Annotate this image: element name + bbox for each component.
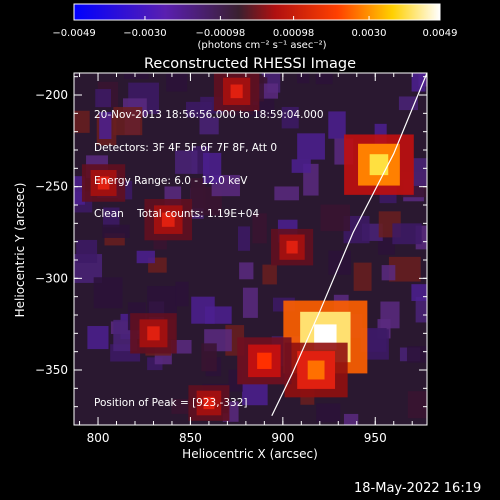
source-core bbox=[203, 396, 215, 410]
texture-block bbox=[242, 287, 258, 318]
texture-block bbox=[166, 73, 188, 92]
texture-block bbox=[242, 384, 268, 406]
x-tick-label: 950 bbox=[364, 431, 387, 445]
source-core bbox=[230, 84, 243, 99]
colorbar-tick-label: −0.00098 bbox=[196, 28, 246, 39]
texture-block bbox=[315, 73, 333, 85]
texture-block bbox=[328, 111, 346, 139]
source-core bbox=[307, 360, 325, 380]
texture-block bbox=[316, 403, 341, 423]
x-tick-label: 800 bbox=[87, 431, 110, 445]
texture-block bbox=[392, 223, 422, 245]
timestamp: 18-May-2022 16:19 bbox=[354, 481, 482, 496]
x-tick-label: 850 bbox=[179, 431, 202, 445]
texture-block bbox=[415, 296, 427, 323]
solar-limb-line bbox=[271, 73, 427, 417]
energy-range-text: Energy Range: 6.0 - 12.0 keV bbox=[94, 175, 248, 187]
x-tick-label: 900 bbox=[271, 431, 294, 445]
colorbar-tick-label: 0.0049 bbox=[423, 28, 458, 39]
chart-title: Reconstructed RHESSI Image bbox=[144, 56, 356, 72]
texture-block bbox=[239, 262, 254, 280]
x-axis-label: Heliocentric X (arcsec) bbox=[182, 447, 318, 461]
texture-block bbox=[99, 112, 112, 140]
y-tick-label: −200 bbox=[35, 88, 68, 102]
texture-block bbox=[203, 152, 222, 184]
texture-block bbox=[199, 117, 219, 135]
texture-block bbox=[381, 265, 396, 281]
y-tick-label: −300 bbox=[35, 271, 68, 285]
texture-block bbox=[95, 89, 111, 108]
texture-block bbox=[252, 213, 267, 244]
source-core bbox=[257, 352, 272, 369]
texture-block bbox=[74, 110, 90, 133]
peak-position-text: Position of Peak = [923,-332] bbox=[94, 397, 248, 409]
texture-block bbox=[406, 346, 427, 363]
texture-block bbox=[175, 150, 198, 174]
y-axis-label: Heliocentric Y (arcsec) bbox=[13, 183, 27, 318]
texture-block bbox=[343, 413, 359, 425]
colorbar-label: (photons cm⁻² s⁻¹ asec⁻²) bbox=[197, 40, 326, 51]
texture-block bbox=[413, 158, 427, 186]
colorbar-tick-label: 0.00098 bbox=[273, 28, 314, 39]
texture-block bbox=[201, 343, 217, 372]
texture-block bbox=[175, 281, 189, 307]
texture-block bbox=[411, 73, 426, 92]
texture-block bbox=[147, 286, 177, 318]
texture-block bbox=[411, 284, 427, 301]
texture-block bbox=[191, 296, 215, 324]
colorbar-tick-label: −0.0049 bbox=[52, 28, 95, 39]
texture-block bbox=[237, 226, 251, 251]
texture-block bbox=[262, 264, 277, 285]
colorbar bbox=[73, 3, 441, 21]
colorbar-ticks: −0.0049 −0.0030 −0.00098 0.00098 0.0030 0.004… bbox=[52, 16, 458, 39]
time-range-text: 20-Nov-2013 18:56:56.000 to 18:59:04.000 bbox=[94, 109, 324, 121]
texture-block bbox=[297, 73, 310, 84]
texture-block bbox=[353, 262, 372, 291]
texture-block bbox=[124, 73, 149, 80]
source-core bbox=[97, 176, 110, 190]
colorbar-tick-label: −0.0030 bbox=[123, 28, 166, 39]
texture-block bbox=[87, 326, 109, 350]
texture-block bbox=[291, 159, 311, 173]
texture-block bbox=[136, 250, 155, 264]
texture-block bbox=[328, 250, 351, 275]
texture-block bbox=[186, 101, 212, 118]
texture-block bbox=[297, 133, 325, 160]
texture-block bbox=[380, 301, 400, 329]
texture-block bbox=[93, 277, 123, 309]
source-core bbox=[147, 326, 160, 341]
y-tick-label: −250 bbox=[35, 180, 68, 194]
plot-frame bbox=[73, 72, 428, 426]
source-core bbox=[286, 240, 298, 254]
heatmap-sources bbox=[81, 73, 414, 421]
texture-block bbox=[320, 204, 351, 232]
source-core bbox=[161, 212, 175, 227]
texture-block bbox=[407, 391, 427, 419]
observation-info: 20-Nov-2013 18:56:56.000 to 18:59:04.000… bbox=[94, 88, 324, 231]
texture-block bbox=[281, 106, 299, 129]
detectors-text: Detectors: 3F 4F 5F 6F 7F 8F, Att 0 bbox=[94, 142, 278, 154]
y-tick-label: −350 bbox=[35, 363, 68, 377]
texture-block bbox=[74, 176, 85, 205]
texture-block bbox=[102, 224, 130, 238]
source-core bbox=[369, 154, 389, 176]
texture-block bbox=[274, 186, 299, 201]
texture-block bbox=[113, 107, 143, 136]
texture-block bbox=[76, 239, 98, 263]
colorbar-tick-label: 0.0030 bbox=[352, 28, 387, 39]
clean-counts-text: Clean Total counts: 1.19E+04 bbox=[94, 208, 260, 220]
texture-block bbox=[103, 207, 120, 228]
axis-ticks: 800 850 900 950 −200 −250 −300 −350 bbox=[35, 73, 427, 445]
